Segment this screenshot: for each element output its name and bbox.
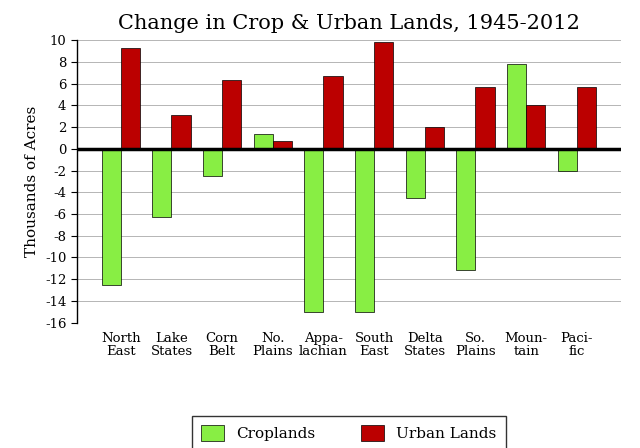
Bar <box>406 149 425 198</box>
Title: Change in Crop & Urban Lands, 1945-2012: Change in Crop & Urban Lands, 1945-2012 <box>118 14 580 33</box>
Bar <box>425 127 444 149</box>
Bar <box>456 149 476 271</box>
Bar <box>102 149 121 284</box>
Bar <box>577 87 596 149</box>
Bar <box>253 134 273 149</box>
Bar <box>172 115 191 149</box>
Bar <box>203 149 222 176</box>
Bar <box>374 43 394 149</box>
Bar <box>355 149 374 312</box>
Bar <box>121 48 140 149</box>
Bar <box>323 76 342 149</box>
Bar <box>273 141 292 149</box>
Bar <box>222 81 241 149</box>
Bar <box>526 105 545 149</box>
Bar <box>152 149 172 217</box>
Bar <box>304 149 323 312</box>
Bar <box>476 87 495 149</box>
Bar <box>557 149 577 171</box>
Bar <box>507 64 526 149</box>
Y-axis label: Thousands of Acres: Thousands of Acres <box>26 106 39 257</box>
Legend: Croplands, Urban Lands: Croplands, Urban Lands <box>192 416 506 448</box>
